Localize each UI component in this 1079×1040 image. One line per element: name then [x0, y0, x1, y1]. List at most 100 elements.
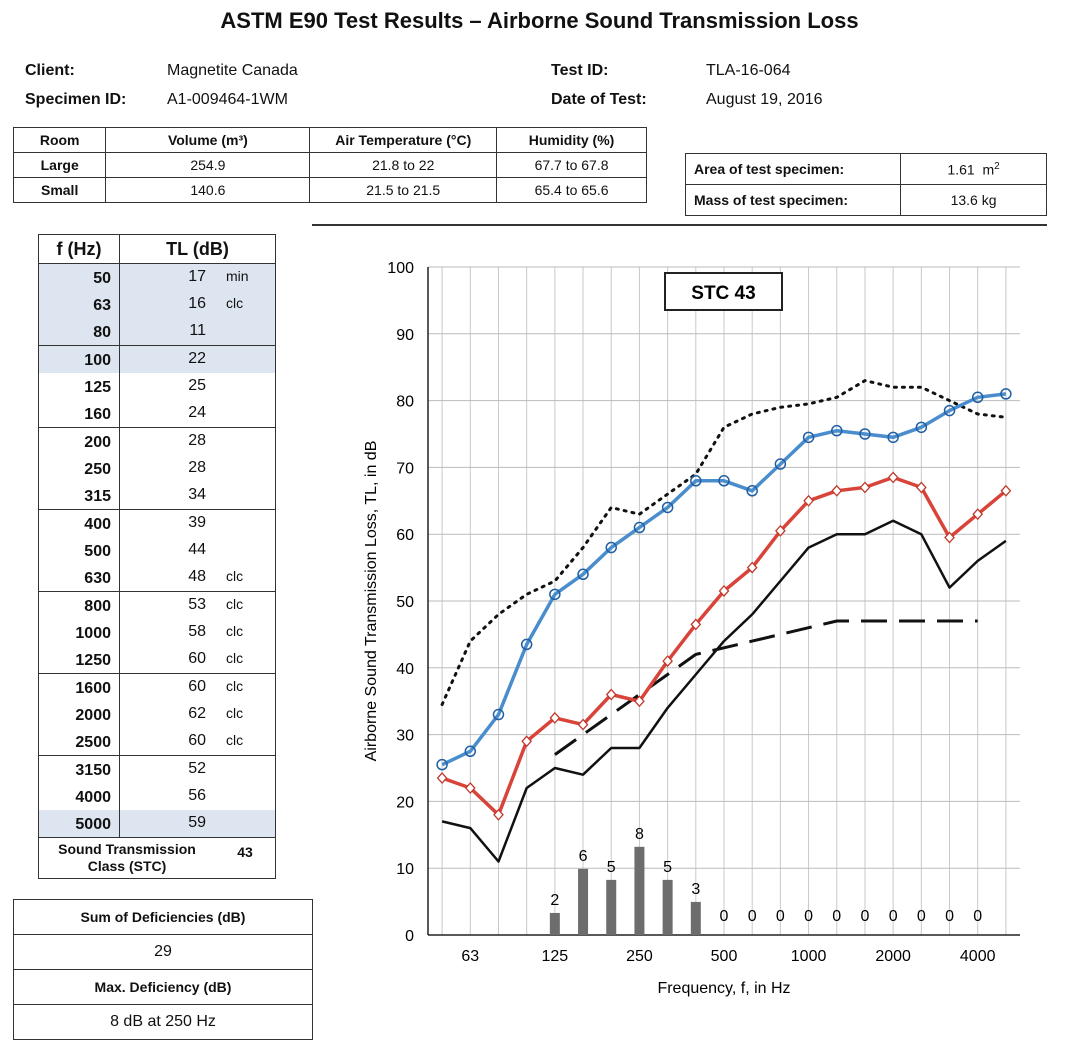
- blue-series-point: [802, 431, 815, 444]
- y-tick-label: 60: [396, 527, 414, 544]
- red-series-point: [436, 772, 448, 784]
- tl-frequency: 1000: [39, 619, 120, 646]
- mass-value: 13.6 kg: [900, 184, 1047, 216]
- tl-value: 39: [188, 514, 206, 531]
- blue-series-point: [549, 588, 561, 601]
- deficiency-table: Sum of Deficiencies (dB) 29 Max. Deficie…: [13, 899, 313, 1040]
- conditions-row-large: Large 254.9 21.8 to 22 67.7 to 67.8: [12, 152, 647, 178]
- tl-frequency: 315: [39, 482, 120, 509]
- specimen-id-value: A1-009464-1WM: [167, 91, 288, 108]
- tl-value: 52: [188, 760, 206, 777]
- deficiency-label: 0: [832, 908, 841, 925]
- tl-row: 250 28: [39, 455, 275, 482]
- blue-series-point: [1000, 388, 1012, 400]
- tl-value: 34: [188, 486, 206, 503]
- tl-frequency: 80: [39, 318, 120, 345]
- red-series-point: [915, 481, 927, 494]
- tl-flag: [206, 428, 226, 455]
- tl-row: 63 16 clc: [39, 291, 275, 318]
- test-id-value: TLA-16-064: [706, 62, 791, 79]
- red-series-point: [464, 782, 476, 795]
- tl-value: 16: [188, 295, 206, 312]
- conditions-header-row: Room Volume (m³) Air Temperature (°C) Hu…: [12, 127, 647, 153]
- blue-series-point: [464, 745, 477, 758]
- tl-flag: clc: [226, 705, 244, 721]
- room-conditions-table: Room Volume (m³) Air Temperature (°C) Hu…: [12, 127, 647, 203]
- tl-row: 200 28: [39, 427, 275, 455]
- tl-flag: [206, 346, 226, 373]
- x-axis-title: Frequency, f, in Hz: [657, 980, 790, 997]
- room-volume: 140.6: [105, 177, 311, 203]
- deficiency-label: 8: [635, 826, 644, 843]
- tl-frequency: 500: [39, 537, 120, 564]
- tl-frequency: 630: [39, 564, 120, 591]
- tl-table-header: f (Hz) TL (dB): [39, 235, 275, 264]
- tl-table-footer: Sound Transmission Class (STC) 43: [39, 837, 275, 878]
- tl-value: 22: [188, 350, 206, 367]
- tl-value: 60: [188, 732, 206, 749]
- blue-series-point: [943, 404, 956, 417]
- y-tick-label: 90: [396, 327, 414, 344]
- tl-flag: clc: [226, 295, 244, 311]
- room-temperature: 21.8 to 22: [309, 152, 498, 178]
- tl-flag: [206, 537, 226, 564]
- tl-row: 1600 60 clc: [39, 673, 275, 701]
- test-id-label: Test ID:: [551, 62, 609, 79]
- tl-frequency: 800: [39, 592, 120, 619]
- tl-row: 400 39: [39, 509, 275, 537]
- tl-frequency: 5000: [39, 810, 120, 837]
- specimen-mass-row: Mass of test specimen: 13.6 kg: [684, 184, 1047, 216]
- client-value: Magnetite Canada: [167, 62, 298, 79]
- blue-series-point: [577, 568, 589, 581]
- tl-value: 28: [188, 432, 206, 449]
- deficiency-bar: [634, 846, 645, 935]
- mass-label: Mass of test specimen:: [684, 184, 902, 216]
- tl-row: 3150 52: [39, 755, 275, 783]
- tl-flag: [206, 783, 226, 810]
- deficiency-bar: [549, 912, 560, 935]
- tl-value: 59: [188, 814, 206, 831]
- blue-series-point: [887, 431, 899, 444]
- deficiency-label: 0: [720, 908, 729, 925]
- deficiency-label: 5: [607, 859, 616, 876]
- tl-col-tl: TL (dB): [166, 239, 229, 259]
- page-title: ASTM E90 Test Results – Airborne Sound T…: [220, 8, 859, 33]
- room-name: Small: [12, 177, 107, 203]
- red-series-point: [521, 735, 533, 748]
- area-label: Area of test specimen:: [684, 153, 902, 185]
- tl-row: 50 17 min: [39, 264, 275, 291]
- stc-title: STC 43: [691, 283, 755, 304]
- tl-frequency: 250: [39, 455, 120, 482]
- red-series-point: [944, 531, 955, 544]
- room-name: Large: [12, 152, 107, 178]
- deficiency-label: 0: [973, 908, 982, 925]
- deficiency-label: 3: [691, 881, 700, 898]
- x-tick-label: 250: [626, 948, 653, 965]
- col-air-temperature: Air Temperature (°C): [309, 127, 498, 153]
- tl-flag: clc: [226, 732, 244, 748]
- tl-value: 60: [188, 650, 206, 667]
- deficiency-label: 0: [945, 908, 954, 925]
- tl-flag: clc: [226, 596, 244, 612]
- tl-flag: min: [226, 268, 249, 284]
- area-value: 1.61 m2: [900, 153, 1047, 185]
- tl-flag: clc: [226, 568, 244, 584]
- deficiency-label: 0: [748, 908, 757, 925]
- y-tick-label: 50: [396, 594, 414, 611]
- tl-frequency: 1600: [39, 674, 120, 701]
- blue-series-point: [859, 428, 871, 440]
- x-tick-label: 63: [461, 948, 479, 965]
- tl-value: 11: [189, 322, 206, 339]
- tl-flag: clc: [226, 623, 244, 639]
- tl-table-body: 50 17 min 63 16 clc 80 11 100 22 125 25 160 24 200 28 25…: [39, 264, 275, 837]
- tl-frequency: 125: [39, 373, 120, 400]
- deficiency-label: 6: [579, 848, 588, 865]
- tl-row: 80 11: [39, 318, 275, 345]
- deficiency-bar: [690, 901, 701, 935]
- tl-flag: [206, 318, 226, 345]
- tl-flag: [206, 373, 226, 400]
- measured-tl-line: [441, 519, 1007, 863]
- red-series-point: [803, 494, 814, 507]
- x-tick-label: 125: [542, 948, 569, 965]
